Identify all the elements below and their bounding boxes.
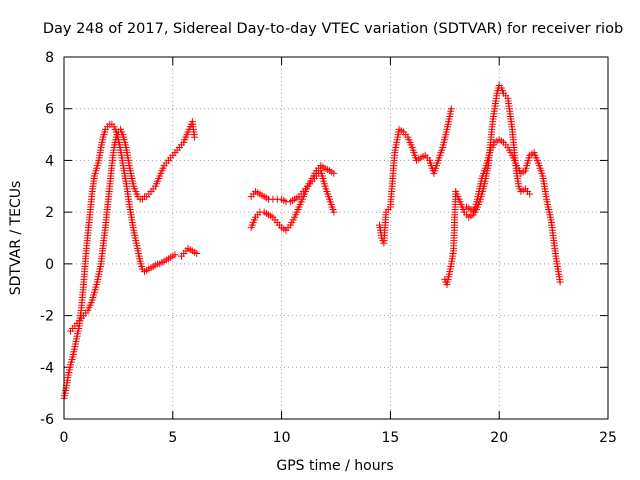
marker-trail: [380, 211, 390, 245]
marker-trail: [80, 255, 90, 286]
marker-trail: [322, 185, 333, 201]
y-tick-label: 0: [45, 257, 54, 273]
x-tick-label: 20: [490, 430, 508, 446]
tick-layer: 0 5 10 15 20 25 -6 -4 -2 0 2 4 6 8: [40, 50, 617, 446]
marker-trail: [457, 200, 467, 214]
x-tick-label: 5: [168, 430, 177, 446]
marker-trail: [85, 299, 95, 312]
marker-trail: [435, 146, 446, 162]
series-track-a-rise: [60, 120, 179, 402]
marker-trail: [472, 200, 483, 214]
x-tick-label: 15: [381, 430, 399, 446]
data-point: [193, 250, 201, 258]
marker-trail: [135, 250, 144, 263]
marker-trail: [522, 154, 533, 172]
marker-trail: [61, 387, 70, 400]
chart-title: Day 248 of 2017, Sidereal Day-to-day VTE…: [43, 21, 623, 37]
y-tick-label: -6: [40, 412, 54, 428]
marker-trail: [453, 190, 463, 203]
marker-trail: [431, 159, 441, 175]
marker-trail: [489, 92, 501, 123]
marker-trail: [446, 262, 455, 276]
y-tick-label: 8: [45, 50, 54, 66]
marker-trail: [93, 159, 102, 170]
data-layer: [60, 81, 564, 402]
marker-trail: [535, 162, 546, 177]
series-track-c-short: [178, 244, 201, 260]
marker-trail: [126, 164, 135, 177]
series-track-e-mid: [247, 162, 338, 234]
marker-trail: [119, 133, 128, 144]
marker-trail: [93, 262, 104, 286]
marker-trail: [130, 229, 139, 242]
marker-trail: [300, 185, 311, 198]
y-tick-label: 2: [45, 205, 54, 221]
data-point: [556, 278, 564, 286]
y-tick-label: -2: [40, 309, 54, 325]
marker-trail: [98, 136, 107, 149]
marker-trail: [505, 146, 515, 157]
marker-trail: [292, 206, 302, 219]
y-tick-label: 4: [45, 153, 54, 169]
data-point: [330, 169, 338, 177]
marker-trail: [74, 325, 83, 338]
marker-trail: [409, 146, 420, 162]
marker-trail: [504, 97, 516, 131]
series-track-b-rise: [67, 118, 199, 335]
marker-trail: [444, 107, 455, 131]
marker-trail: [544, 200, 555, 224]
marker-trail: [89, 283, 100, 301]
marker-trail: [71, 335, 81, 348]
y-axis-label: SDTVAR / TECUs: [8, 181, 24, 296]
marker-trail: [310, 169, 319, 180]
data-point: [526, 190, 534, 198]
marker-trail: [531, 151, 541, 164]
marker-trail: [67, 356, 76, 366]
marker-trail: [305, 177, 315, 188]
marker-trail: [405, 136, 415, 149]
marker-trail: [494, 84, 502, 95]
marker-trail: [69, 345, 78, 358]
x-tick-label: 0: [60, 430, 69, 446]
marker-trail: [100, 128, 109, 139]
marker-trail: [485, 120, 496, 167]
marker-trail: [288, 216, 297, 226]
marker-trail: [548, 221, 559, 258]
marker-trail: [65, 363, 74, 376]
marker-trail: [91, 167, 100, 177]
marker-trail: [326, 198, 337, 214]
marker-trail: [444, 273, 453, 286]
data-point: [447, 105, 455, 113]
marker-trail: [115, 138, 124, 151]
marker-trail: [137, 260, 146, 270]
x-tick-label: 10: [273, 430, 291, 446]
y-tick-label: 6: [45, 102, 54, 118]
marker-trail: [387, 151, 399, 208]
series-track-f-late: [376, 105, 455, 247]
marker-trail: [111, 136, 120, 149]
marker-trail: [248, 216, 258, 229]
marker-trail: [481, 164, 492, 188]
data-point: [171, 251, 179, 259]
data-point: [191, 133, 199, 141]
marker-trail: [128, 175, 137, 188]
marker-trail: [317, 169, 328, 188]
marker-trail: [439, 128, 450, 149]
x-axis-label: GPS time / hours: [276, 458, 393, 474]
marker-trail: [132, 239, 141, 252]
marker-trail: [121, 141, 131, 154]
marker-trail: [296, 195, 306, 208]
x-tick-label: 25: [599, 430, 617, 446]
y-tick-label: -4: [40, 360, 54, 376]
marker-trail: [476, 185, 487, 203]
data-point: [330, 208, 338, 216]
marker-trail: [450, 190, 460, 252]
plot-frame: [63, 56, 609, 420]
series-track-h-late: [463, 81, 534, 216]
